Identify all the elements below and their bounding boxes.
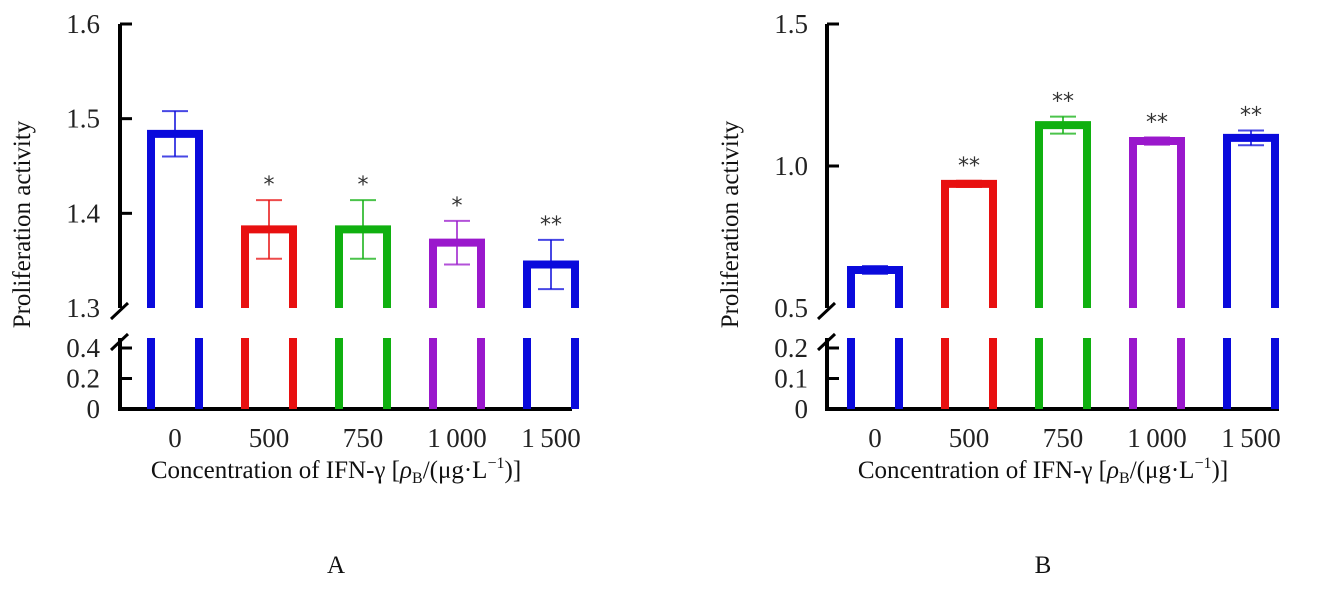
bar — [335, 199, 391, 409]
y-tick-label: 1.0 — [774, 151, 808, 181]
x-tick-label: 750 — [1043, 423, 1084, 453]
bar-upper-segment — [847, 265, 903, 308]
y-tick-label: 0 — [87, 394, 101, 424]
significance-label: * — [452, 194, 463, 219]
bar — [1035, 115, 1091, 409]
bar-upper-segment — [1223, 133, 1279, 308]
bar-upper-segment — [1035, 121, 1091, 308]
x-axis-title: Concentration of IFN-γ [ρB/(μg·L−1)] — [858, 455, 1228, 487]
bar — [941, 179, 997, 409]
axis-break-mark-lower — [109, 332, 130, 352]
axis-break-mark-upper — [816, 301, 837, 321]
y-tick-label: 0.5 — [774, 293, 808, 323]
y-tick-label: 0.2 — [66, 364, 100, 394]
significance-label: ** — [1052, 90, 1074, 115]
chart-panel-b: 0.51.01.500.10.20**500**750**1 000**1 50… — [717, 9, 1281, 579]
significance-label: * — [358, 173, 369, 198]
significance-label: ** — [1146, 110, 1168, 135]
significance-label: ** — [1240, 104, 1262, 129]
x-tick-label: 1 000 — [427, 423, 486, 453]
x-axis-title: Concentration of IFN-γ [ρB/(μg·L−1)] — [151, 455, 521, 487]
x-tick-label: 500 — [249, 423, 290, 453]
y-tick-label: 0.1 — [774, 364, 808, 394]
y-axis-title: Proliferation activity — [9, 120, 36, 328]
significance-label: ** — [540, 213, 562, 238]
x-tick-label: 1 500 — [1221, 423, 1280, 453]
x-tick-label: 1 500 — [521, 423, 580, 453]
bar — [429, 219, 485, 409]
bar-upper-segment — [941, 179, 997, 308]
significance-label: * — [264, 173, 275, 198]
y-tick-label: 1.6 — [66, 9, 100, 39]
x-tick-label: 0 — [868, 423, 882, 453]
axis-break-mark-upper — [109, 301, 130, 321]
bar — [1129, 136, 1185, 409]
x-tick-label: 0 — [168, 423, 182, 453]
bar — [241, 199, 297, 409]
x-tick-label: 500 — [949, 423, 990, 453]
y-tick-label: 0.2 — [774, 333, 808, 363]
bar — [847, 264, 903, 409]
significance-label: ** — [958, 154, 980, 179]
y-tick-label: 1.5 — [66, 104, 100, 134]
panel-label: B — [1035, 552, 1052, 579]
x-tick-label: 750 — [343, 423, 384, 453]
y-tick-label: 1.4 — [66, 198, 100, 228]
bar-upper-segment — [147, 129, 203, 308]
bar-upper-segment — [1129, 137, 1185, 308]
bar — [523, 238, 579, 409]
y-axis-title: Proliferation activity — [717, 120, 744, 328]
axis-break-mark-lower — [816, 332, 837, 352]
y-tick-label: 0.4 — [66, 333, 100, 363]
chart-panel-a: 1.31.41.51.600.20.40*500*750*1 000**1 50… — [9, 9, 581, 579]
bar — [147, 110, 203, 409]
y-tick-label: 1.3 — [66, 293, 100, 323]
y-tick-label: 1.5 — [774, 9, 808, 39]
y-tick-label: 0 — [795, 394, 809, 424]
x-tick-label: 1 000 — [1127, 423, 1186, 453]
bar — [1223, 129, 1279, 409]
panel-label: A — [327, 552, 345, 579]
